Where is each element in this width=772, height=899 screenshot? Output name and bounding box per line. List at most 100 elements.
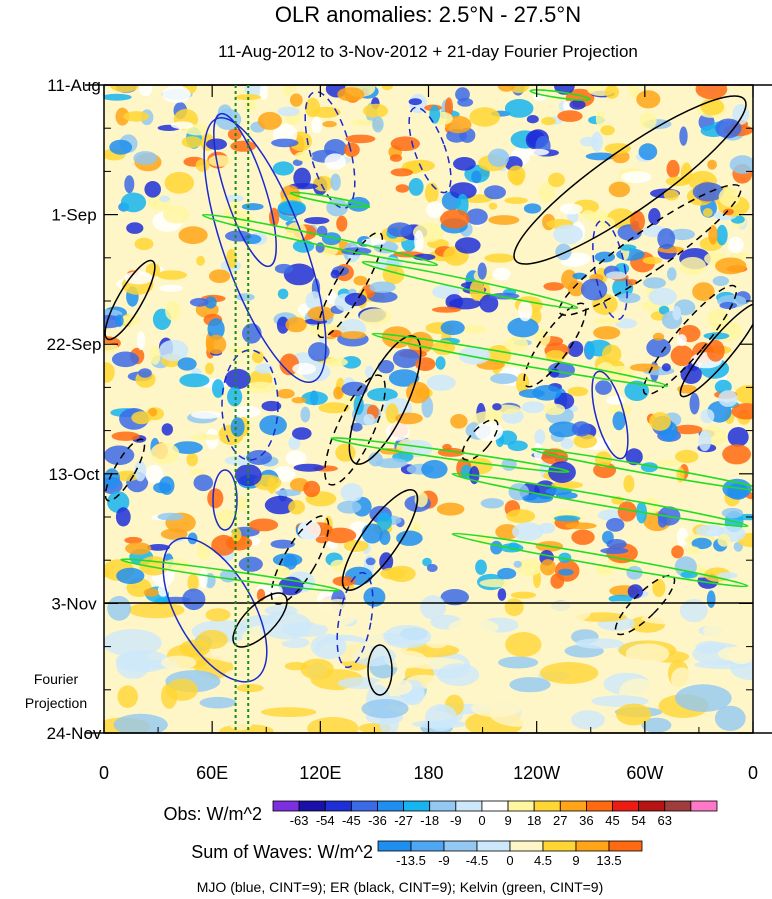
field-cell (225, 230, 252, 242)
field-cell (557, 110, 583, 122)
field-cell (507, 317, 539, 338)
field-cell (207, 318, 225, 341)
field-cell (335, 443, 356, 462)
field-cell (292, 427, 312, 440)
field-cell (312, 106, 341, 118)
field-cell (283, 85, 297, 93)
field-cell (248, 518, 279, 532)
field-cell (617, 501, 637, 522)
field-cell (625, 448, 643, 466)
field-cell (236, 496, 248, 512)
field-cell (115, 107, 130, 126)
field-cell (692, 282, 715, 301)
field-cell (667, 267, 677, 281)
mjo-contour (304, 91, 356, 209)
y-tick-label: 11-Aug (47, 76, 101, 95)
field-cell (516, 372, 530, 394)
field-cell (104, 569, 110, 578)
field-cell (172, 441, 203, 454)
mjo-contour (336, 571, 374, 669)
field-cell (275, 489, 301, 497)
projection-field-cell (471, 699, 521, 718)
field-cell (274, 566, 290, 576)
field-cell (648, 208, 661, 225)
field-cell (241, 203, 264, 211)
field-cell (109, 139, 133, 155)
field-cell (606, 518, 625, 532)
field-cell (408, 178, 424, 196)
field-cell (471, 170, 482, 184)
field-cell (181, 136, 203, 149)
field-cell (605, 271, 627, 280)
field-cell (440, 209, 470, 229)
colorbar-swatch (559, 800, 587, 812)
field-cell (330, 173, 341, 191)
projection-field-cell (424, 704, 458, 732)
field-cell (340, 331, 366, 340)
colorbar-swatch (377, 800, 404, 812)
field-cell (395, 412, 423, 425)
field-cell (567, 340, 584, 357)
vertical-markers (234, 85, 250, 733)
field-cell (150, 442, 180, 465)
projection-field-cell (625, 643, 670, 664)
y-tick-label: 3-Nov (51, 594, 97, 613)
field-cell (244, 100, 257, 111)
field-cell (543, 282, 565, 291)
projection-field-cell (702, 622, 743, 640)
field-cell (453, 157, 476, 171)
field-cell (695, 85, 728, 100)
field-cell (657, 228, 676, 250)
field-cell (123, 111, 150, 122)
mjo-contour (213, 112, 277, 268)
colorbar-swatch (542, 840, 577, 852)
projection-field-cell (228, 714, 253, 731)
projection-field-cell (205, 608, 231, 622)
field-cell (670, 345, 694, 366)
field-cell (595, 451, 612, 468)
projection-field-cell (107, 595, 131, 621)
projection-field-cell (281, 622, 328, 638)
projection-field-cell (128, 602, 185, 619)
projection-field-cell (199, 696, 237, 709)
field-cell (698, 430, 712, 452)
x-tick-label: 0 (748, 763, 758, 783)
field-cell (109, 85, 139, 93)
field-cell (679, 126, 688, 146)
colorbar-level-label: 36 (579, 813, 593, 828)
field-cell (382, 264, 405, 285)
field-cell (444, 97, 453, 117)
y-tick-label: 1-Sep (51, 206, 96, 225)
projection-field-cell (714, 705, 746, 731)
kelvin-contour (289, 191, 371, 209)
field-cell (676, 527, 689, 547)
obs-colorbar-label: Obs: W/m^2 (164, 804, 262, 824)
field-cell (695, 524, 725, 537)
colorbar-level-label: -45 (342, 813, 361, 828)
colorbar-level-label: 45 (605, 813, 619, 828)
projection-label-line2: Projection (25, 695, 87, 711)
field-cell (381, 85, 394, 91)
projection-field-cell (307, 717, 359, 733)
field-cell (264, 495, 296, 515)
field-cell (507, 440, 528, 452)
field-cell (702, 208, 713, 217)
field-cell (565, 522, 597, 530)
projection-field-cell (450, 637, 473, 647)
projection-field-cell (361, 699, 409, 719)
field-cell (292, 159, 303, 167)
field-cell (435, 356, 446, 370)
field-cell (376, 458, 408, 469)
y-tick-label: 22-Sep (47, 335, 102, 354)
field-cell (205, 334, 227, 355)
field-cell (337, 87, 365, 102)
projection-field-cell (300, 658, 334, 680)
projection-field-cell (455, 604, 484, 620)
colorbar-swatch (443, 840, 478, 852)
field-cell (227, 386, 243, 407)
field-cell (179, 373, 210, 388)
colorbar-level-label: -18 (420, 813, 439, 828)
field-cell (666, 159, 680, 179)
projection-field-cell (437, 663, 480, 687)
projection-field-cell (679, 599, 708, 623)
